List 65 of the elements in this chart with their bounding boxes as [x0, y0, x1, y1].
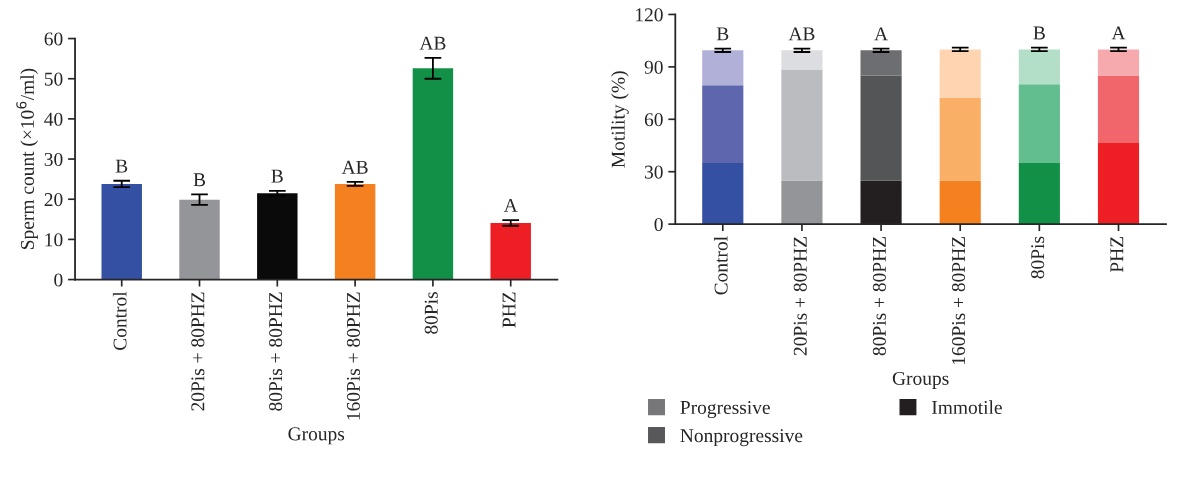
x-tick-label: 20Pis + 80PHZ: [191, 292, 205, 411]
annotation: B: [716, 27, 729, 41]
bar: [334, 183, 376, 280]
x-tick-label: 80Pis + 80PHZ: [872, 237, 886, 356]
legend-label: Immotile: [932, 400, 1002, 415]
bar: [702, 85, 744, 163]
bar: [1097, 142, 1140, 225]
x-tick-label: 160Pis + 80PHZ: [951, 237, 966, 365]
bar: [1018, 49, 1060, 85]
annotation: B: [1033, 26, 1045, 40]
x-tick-label: 20Pis + 80PHZ: [793, 237, 807, 356]
annotation: A: [874, 27, 888, 41]
y-axis-title: Motility (%): [611, 71, 629, 168]
bar: [939, 180, 981, 225]
bar: [781, 180, 823, 225]
x-axis-title: Groups: [892, 371, 949, 389]
bar: [939, 97, 981, 181]
bar: [257, 193, 298, 280]
y-tick-label: 30: [644, 165, 663, 179]
annotation: AB: [788, 27, 815, 41]
annotation: AB: [419, 36, 446, 50]
annotation: B: [271, 169, 283, 183]
annotation: B: [193, 173, 206, 187]
y-tick-label: 60: [44, 32, 63, 46]
x-tick-label: Control: [713, 236, 728, 295]
bar: [939, 49, 981, 98]
x-tick-label: 80Pis + 80PHZ: [269, 292, 283, 411]
y-axis-title: Sperm count (×10$^{6}$/ml): [16, 68, 38, 249]
y-tick-label: 60: [644, 113, 663, 127]
legend-label: Progressive: [680, 400, 770, 419]
bar: [490, 222, 531, 280]
y-tick-label: 120: [636, 8, 663, 22]
x-tick-label: 80Pis: [1031, 236, 1045, 279]
legend-label: Nonprogressive: [680, 429, 803, 447]
bar: [702, 50, 744, 86]
y-tick-label: 30: [44, 152, 63, 166]
bar: [781, 50, 823, 70]
bar: [412, 68, 454, 280]
bar: [1097, 75, 1140, 143]
bar: [860, 50, 902, 76]
x-tick-label: Control: [112, 291, 127, 350]
y-tick-label: 0: [54, 273, 63, 287]
y-tick-label: 10: [45, 233, 63, 247]
bar: [860, 75, 902, 181]
bar: [1097, 49, 1140, 76]
bar: [781, 69, 823, 181]
y-tick-label: 90: [644, 60, 663, 74]
y-tick-label: 40: [44, 112, 63, 126]
annotation: A: [1111, 26, 1126, 40]
x-tick-label: 80Pis: [424, 292, 438, 334]
bar: [1018, 84, 1060, 163]
x-tick-label: PHZ: [502, 292, 516, 328]
bar: [101, 183, 142, 280]
bar: [179, 199, 220, 280]
annotation: B: [115, 159, 128, 173]
x-tick-label: 160Pis + 80PHZ: [346, 292, 360, 420]
x-axis-title: Groups: [288, 427, 345, 445]
annotation: AB: [341, 160, 368, 174]
bar: [702, 162, 744, 225]
x-tick-label: PHZ: [1110, 237, 1124, 273]
y-tick-label: 50: [44, 72, 63, 86]
y-tick-label: 20: [44, 193, 63, 207]
bar: [1018, 162, 1060, 225]
y-tick-label: 0: [654, 217, 663, 232]
annotation: A: [503, 198, 518, 212]
